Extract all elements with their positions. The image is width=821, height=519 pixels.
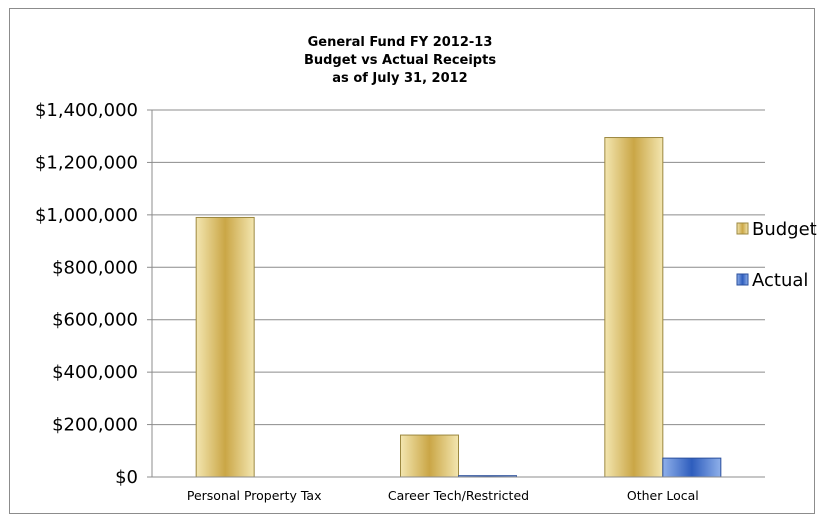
legend-swatch-budget (736, 222, 749, 235)
y-tick-label: $0 (115, 467, 138, 488)
chart-frame (9, 8, 815, 514)
chart-title-line-1: General Fund FY 2012-13 (307, 35, 493, 50)
bar-actual (662, 457, 722, 478)
y-tick-label: $1,000,000 (35, 205, 138, 226)
y-axis-ticks: $0 $200,000 $400,000 $600,000 $800,000 $1,000… (35, 100, 152, 488)
y-tick-label: $1,200,000 (35, 152, 138, 173)
legend-label-budget: Budget (752, 219, 817, 240)
chart-title: General Fund FY 2012-13 Budget vs Actual… (240, 34, 560, 88)
y-tick-label: $200,000 (52, 415, 138, 436)
y-tick-label: $400,000 (52, 362, 138, 383)
y-tick-label: $800,000 (52, 257, 138, 278)
legend-label-actual: Actual (752, 270, 808, 291)
bar-budget (400, 434, 459, 478)
bar-budget (195, 216, 255, 478)
y-tick-label: $1,400,000 (35, 100, 138, 121)
y-tick-label: $600,000 (52, 310, 138, 331)
x-axis-categories: Personal Property Tax Career Tech/Restric… (187, 488, 699, 503)
chart-title-line-3: as of July 31, 2012 (332, 71, 468, 86)
x-category-label: Other Local (627, 488, 699, 503)
bar-budget (604, 137, 664, 478)
bars (195, 137, 722, 478)
legend-swatch-actual (736, 273, 749, 286)
chart-title-line-2: Budget vs Actual Receipts (303, 53, 497, 68)
x-category-label: Career Tech/Restricted (388, 488, 529, 503)
legend: Budget Actual (736, 219, 817, 291)
x-category-label: Personal Property Tax (187, 488, 322, 503)
axes (151, 110, 765, 478)
